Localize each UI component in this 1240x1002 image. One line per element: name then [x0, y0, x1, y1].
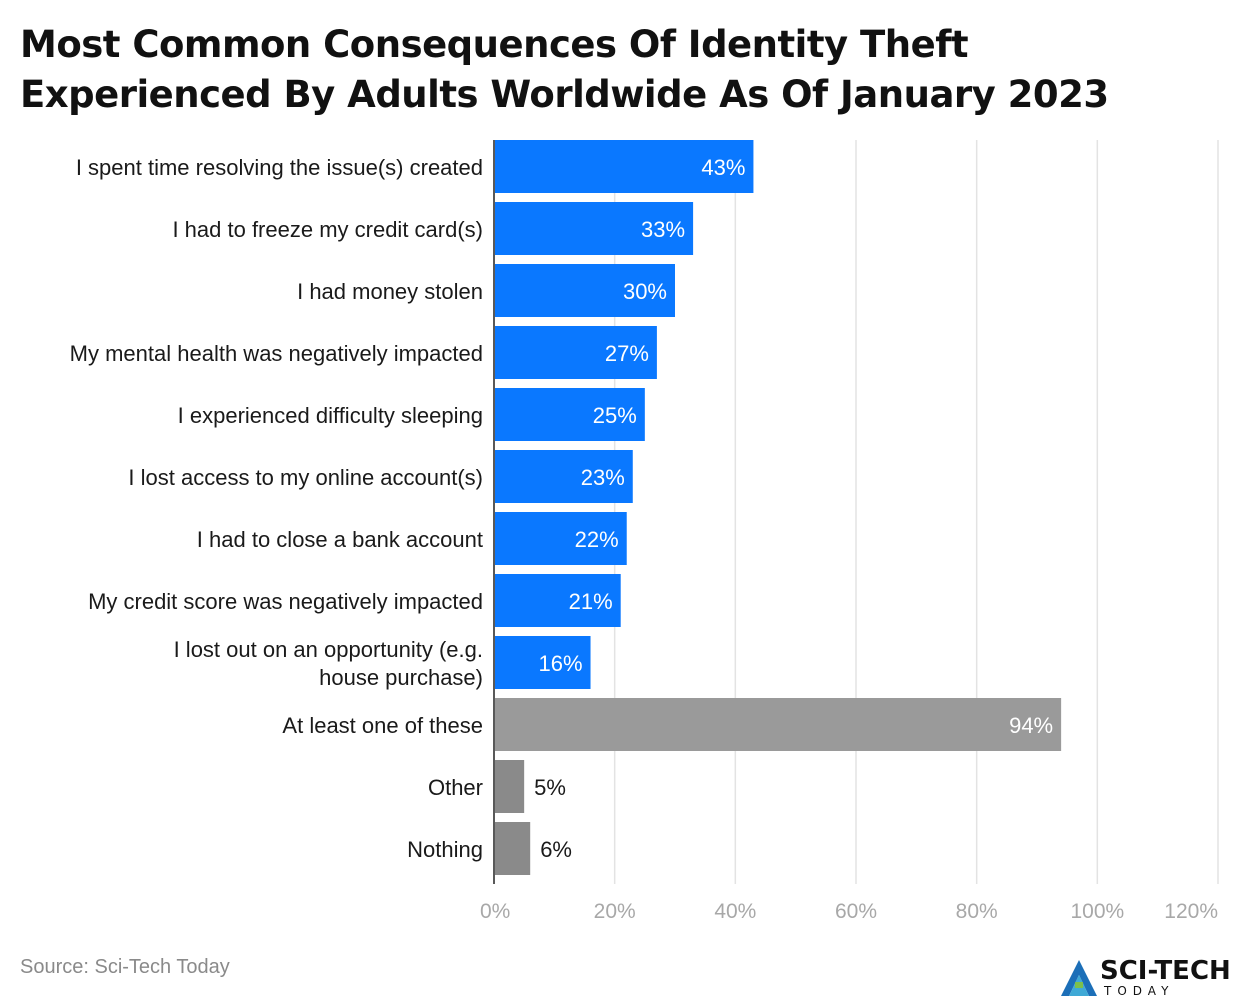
value-label: 43%	[701, 155, 745, 180]
x-tick-label: 20%	[594, 900, 636, 923]
category-label: I lost out on an opportunity (e.g. house …	[174, 637, 483, 690]
category-label: I experienced difficulty sleeping	[178, 403, 483, 428]
value-label: 25%	[593, 403, 637, 428]
bar	[495, 760, 525, 813]
bar	[495, 636, 591, 689]
x-tick-label: 80%	[956, 900, 998, 923]
logo-text: SCI-TECH	[1100, 956, 1231, 986]
value-label: 6%	[540, 837, 572, 862]
value-label: 27%	[605, 341, 649, 366]
category-label: I had to close a bank account	[197, 527, 483, 552]
x-tick-label: 100%	[1070, 900, 1124, 923]
value-label: 23%	[581, 465, 625, 490]
sci-tech-logo: SCI-TECH TODAY	[1060, 956, 1236, 1000]
value-label: 30%	[623, 279, 667, 304]
logo-mark-icon	[1061, 960, 1097, 996]
value-label: 33%	[641, 217, 685, 242]
bar	[495, 698, 1062, 751]
x-tick-label: 60%	[835, 900, 877, 923]
x-tick-label: 40%	[714, 900, 756, 923]
bar	[495, 326, 657, 379]
bar	[495, 450, 633, 503]
category-label: I had money stolen	[297, 279, 483, 304]
value-labels: 43% 33% 30% 27% 25% 23% 22% 21% 16% 94% 5% 6%	[534, 155, 1053, 862]
value-label: 5%	[534, 775, 566, 800]
bars	[495, 140, 1062, 875]
value-label: 21%	[569, 589, 613, 614]
source-note: Source: Sci-Tech Today	[20, 956, 230, 978]
category-label: Other	[428, 775, 483, 800]
bar	[495, 140, 754, 193]
category-label: I lost access to my online account(s)	[128, 465, 483, 490]
category-label: Nothing	[407, 837, 483, 862]
x-tick-label: 120%	[1164, 900, 1218, 923]
bar-chart: I spent time resolving the issue(s) crea…	[70, 140, 1219, 923]
category-label: At least one of these	[282, 713, 483, 738]
bar	[495, 512, 627, 565]
bar	[495, 574, 621, 627]
value-label: 94%	[1009, 713, 1053, 738]
value-label: 22%	[575, 527, 619, 552]
x-axis-ticks: 0% 20% 40% 60% 80% 100% 120%	[480, 900, 1218, 923]
category-label: My mental health was negatively impacted	[70, 341, 483, 366]
chart-title: Most Common Consequences Of Identity The…	[20, 23, 1109, 116]
category-label: I spent time resolving the issue(s) crea…	[76, 155, 483, 180]
bar	[495, 202, 694, 255]
bar	[495, 388, 645, 441]
bar	[495, 264, 675, 317]
category-label: My credit score was negatively impacted	[88, 589, 483, 614]
gridlines	[613, 140, 1219, 884]
logo-subtext: TODAY	[1104, 984, 1175, 998]
value-label: 16%	[538, 651, 582, 676]
category-label: I had to freeze my credit card(s)	[172, 217, 483, 242]
category-labels: I spent time resolving the issue(s) crea…	[70, 155, 483, 862]
x-tick-label: 0%	[480, 900, 510, 923]
bar	[495, 822, 531, 875]
